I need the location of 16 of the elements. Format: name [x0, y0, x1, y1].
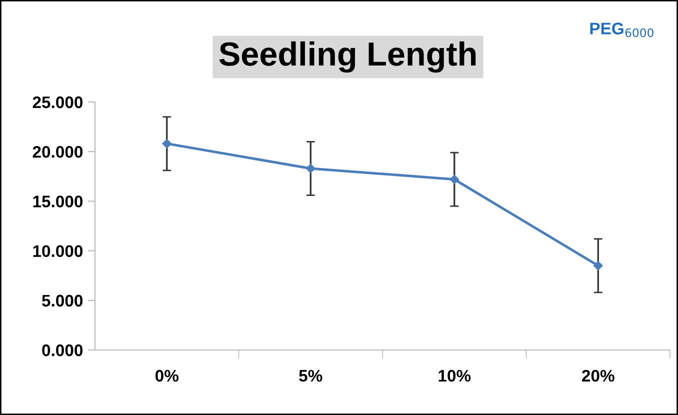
- point: [162, 139, 172, 148]
- x-tick-label: 10%: [438, 370, 471, 382]
- x-tick-label: 20%: [582, 370, 614, 382]
- x-tick-label: 0%: [155, 370, 178, 382]
- point: [306, 164, 316, 174]
- x-tick-label: 5%: [299, 370, 322, 382]
- y-tick-label: 5.000: [42, 294, 83, 307]
- chart-title: Seedling Length: [219, 41, 476, 73]
- y-tick-label: 15.000: [33, 196, 83, 208]
- y-tick-label: 25.000: [32, 96, 83, 108]
- text: PEG$_{6000}$: [590, 22, 654, 38]
- y-tick-label: 10.000: [33, 245, 83, 258]
- point: [594, 261, 603, 270]
- point: [450, 174, 459, 184]
- y-tick-label: 20.000: [32, 146, 83, 158]
- y-tick-label: 0.000: [42, 344, 83, 356]
